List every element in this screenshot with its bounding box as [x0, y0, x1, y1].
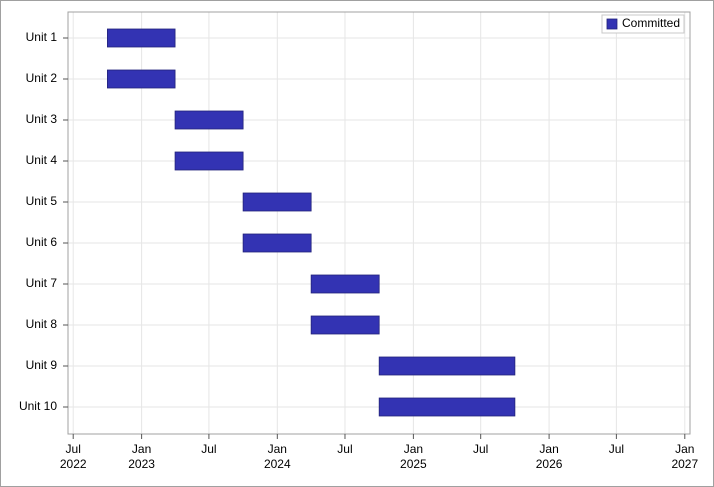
y-tick-label: Unit 1: [26, 30, 58, 44]
y-tick-label: Unit 5: [26, 194, 58, 208]
x-tick-label-line: Jan: [268, 442, 287, 456]
bar: [378, 397, 516, 417]
x-tick-label: Jan 2027: [671, 442, 698, 471]
x-tick-label: Jul: [609, 442, 624, 456]
x-tick-label-line: Jul: [201, 442, 216, 456]
plot-area: [67, 11, 691, 435]
x-tick-label-line: 2026: [536, 457, 563, 471]
bar: [242, 233, 312, 253]
bar: [242, 192, 312, 212]
bar: [378, 356, 516, 376]
x-tick-label-line: Jul: [66, 442, 81, 456]
bar: [310, 274, 380, 294]
x-tick-label-line: Jan: [539, 442, 558, 456]
y-tick-label: Unit 7: [26, 276, 58, 290]
x-tick-label-line: Jan: [404, 442, 423, 456]
legend-swatch: [606, 18, 618, 30]
x-tick-label: Jan 2026: [536, 442, 563, 471]
y-tick-label: Unit 9: [26, 358, 58, 372]
x-tick-label: Jan 2023: [128, 442, 155, 471]
x-tick-label: Jul: [473, 442, 488, 456]
legend-box: [601, 14, 685, 34]
x-tick-label-line: Jan: [675, 442, 694, 456]
legend-label: Committed: [622, 16, 680, 30]
y-tick-label: Unit 4: [26, 153, 58, 167]
x-tick-label: Jul: [337, 442, 352, 456]
x-tick-label: Jan 2025: [400, 442, 427, 471]
x-tick-label-line: 2022: [60, 457, 87, 471]
bar: [107, 28, 176, 48]
x-tick-label-line: Jan: [132, 442, 151, 456]
y-tick-label: Unit 3: [26, 112, 58, 126]
bar: [310, 315, 380, 335]
bar: [174, 151, 244, 171]
x-tick-label-line: 2025: [400, 457, 427, 471]
x-tick-label-line: Jul: [473, 442, 488, 456]
x-tick-label: Jul 2022: [60, 442, 87, 471]
bar: [107, 69, 176, 89]
legend: Committed: [601, 14, 685, 34]
x-tick-label-line: 2024: [264, 457, 291, 471]
y-tick-label: Unit 6: [26, 235, 58, 249]
y-tick-label: Unit 2: [26, 71, 58, 85]
x-tick-label-line: 2027: [671, 457, 698, 471]
x-tick-label: Jan 2024: [264, 442, 291, 471]
x-tick-label-line: 2023: [128, 457, 155, 471]
y-tick-label: Unit 10: [19, 399, 57, 413]
x-tick-label-line: Jul: [609, 442, 624, 456]
y-tick-label: Unit 8: [26, 317, 58, 331]
bar: [174, 110, 244, 130]
x-tick-label-line: Jul: [337, 442, 352, 456]
x-tick-label: Jul: [201, 442, 216, 456]
